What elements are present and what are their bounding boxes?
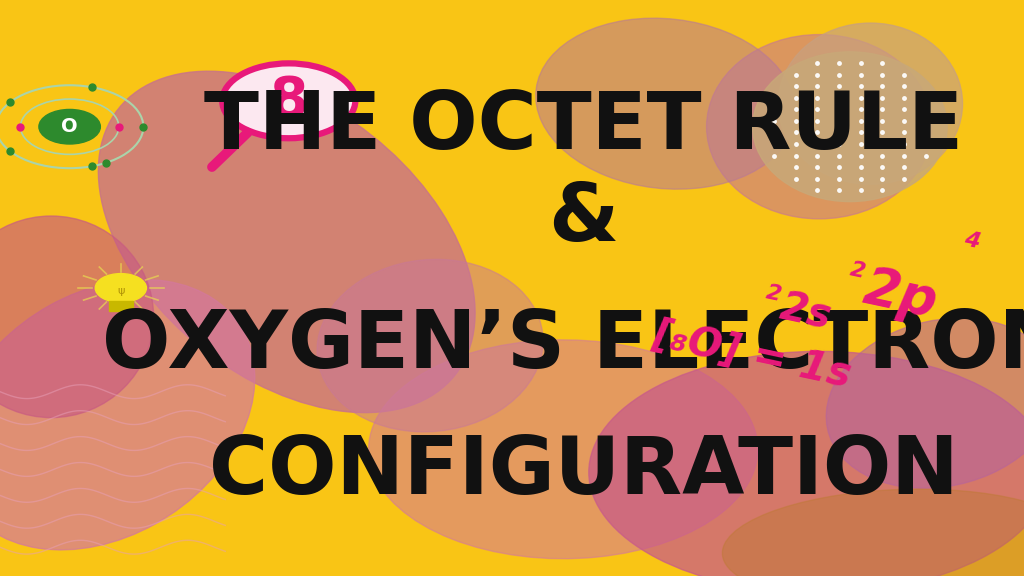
- Text: [₈O] = 1s: [₈O] = 1s: [649, 314, 855, 396]
- Ellipse shape: [0, 216, 154, 418]
- Ellipse shape: [753, 52, 947, 202]
- Ellipse shape: [317, 259, 543, 432]
- Ellipse shape: [98, 71, 475, 412]
- Text: 2p: 2p: [859, 263, 942, 329]
- Text: 2s: 2s: [776, 289, 836, 339]
- Circle shape: [39, 109, 100, 144]
- Bar: [109, 301, 133, 311]
- Circle shape: [222, 63, 355, 138]
- Ellipse shape: [778, 23, 963, 184]
- Text: O: O: [61, 118, 78, 136]
- Ellipse shape: [722, 489, 1024, 576]
- Text: 8: 8: [269, 74, 308, 128]
- Circle shape: [95, 274, 146, 302]
- Ellipse shape: [369, 340, 758, 559]
- Ellipse shape: [707, 35, 932, 219]
- Text: 4: 4: [963, 229, 982, 252]
- Text: 2: 2: [848, 260, 867, 283]
- Text: OXYGEN’S ELECTRON: OXYGEN’S ELECTRON: [101, 306, 1024, 385]
- Text: THE OCTET RULE: THE OCTET RULE: [204, 88, 964, 166]
- Text: ψ: ψ: [117, 286, 125, 296]
- Ellipse shape: [536, 18, 796, 189]
- Text: 2: 2: [764, 283, 783, 306]
- Ellipse shape: [589, 351, 1024, 576]
- Ellipse shape: [826, 318, 1024, 488]
- Text: &: &: [549, 180, 618, 258]
- Ellipse shape: [0, 279, 255, 550]
- Text: CONFIGURATION: CONFIGURATION: [209, 433, 958, 511]
